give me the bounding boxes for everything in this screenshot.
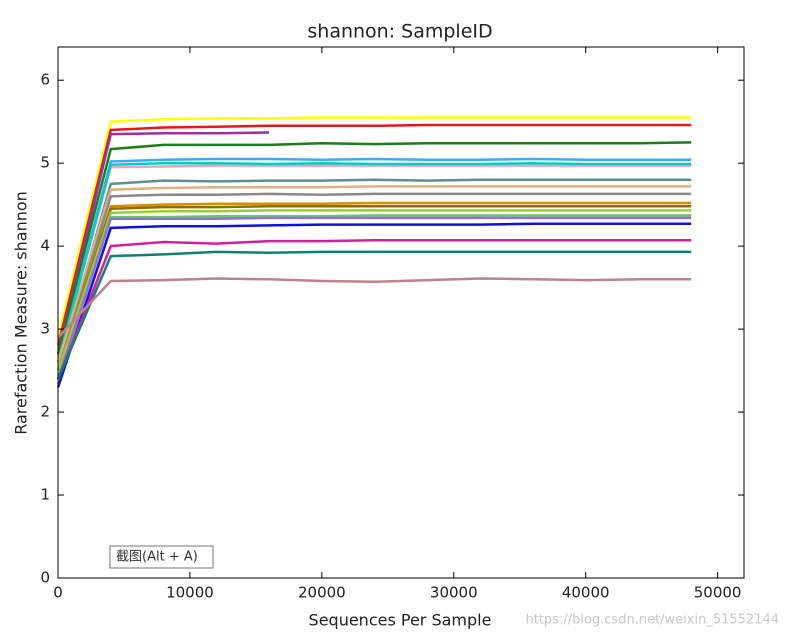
series-line	[56, 131, 270, 355]
y-tick-label: 4	[40, 237, 50, 255]
series-line	[56, 214, 692, 380]
chart-title: shannon: SampleID	[307, 21, 492, 43]
series-line	[57, 277, 692, 339]
series-line	[56, 192, 692, 371]
series-line	[56, 123, 692, 346]
x-tick-label: 50000	[694, 584, 742, 602]
series-line	[56, 222, 692, 388]
y-tick-label: 1	[40, 486, 50, 504]
tooltip: 截图(Alt + A)	[116, 550, 198, 565]
x-tick-label: 40000	[562, 584, 610, 602]
series-line	[56, 164, 692, 363]
y-tick-label: 5	[40, 154, 50, 172]
series-line	[56, 239, 692, 380]
y-tick-label: 2	[40, 403, 50, 421]
y-tick-label: 3	[40, 320, 50, 338]
series-line	[56, 201, 692, 371]
plot-frame	[57, 46, 745, 579]
y-axis-label: Rarefaction Measure: shannon	[12, 191, 31, 435]
y-tick-label: 6	[40, 71, 50, 89]
x-tick-label: 30000	[430, 584, 478, 602]
series-line	[56, 250, 692, 380]
x-tick-label: 20000	[298, 584, 346, 602]
series-line	[56, 161, 692, 363]
watermark: https://blog.csdn.net/weixin_51552144	[525, 613, 779, 628]
series-line	[56, 205, 692, 371]
x-tick-label: 10000	[166, 584, 214, 602]
series-line	[56, 141, 692, 355]
series-line	[56, 185, 692, 363]
series-line	[56, 157, 692, 363]
x-tick-label: 0	[53, 584, 63, 602]
series-line	[56, 216, 692, 380]
x-axis-label: Sequences Per Sample	[309, 611, 492, 630]
y-tick-label: 0	[40, 569, 50, 587]
series-line	[56, 209, 692, 371]
tooltip-box	[109, 545, 214, 569]
series-line	[56, 178, 692, 371]
series-line	[56, 116, 692, 338]
